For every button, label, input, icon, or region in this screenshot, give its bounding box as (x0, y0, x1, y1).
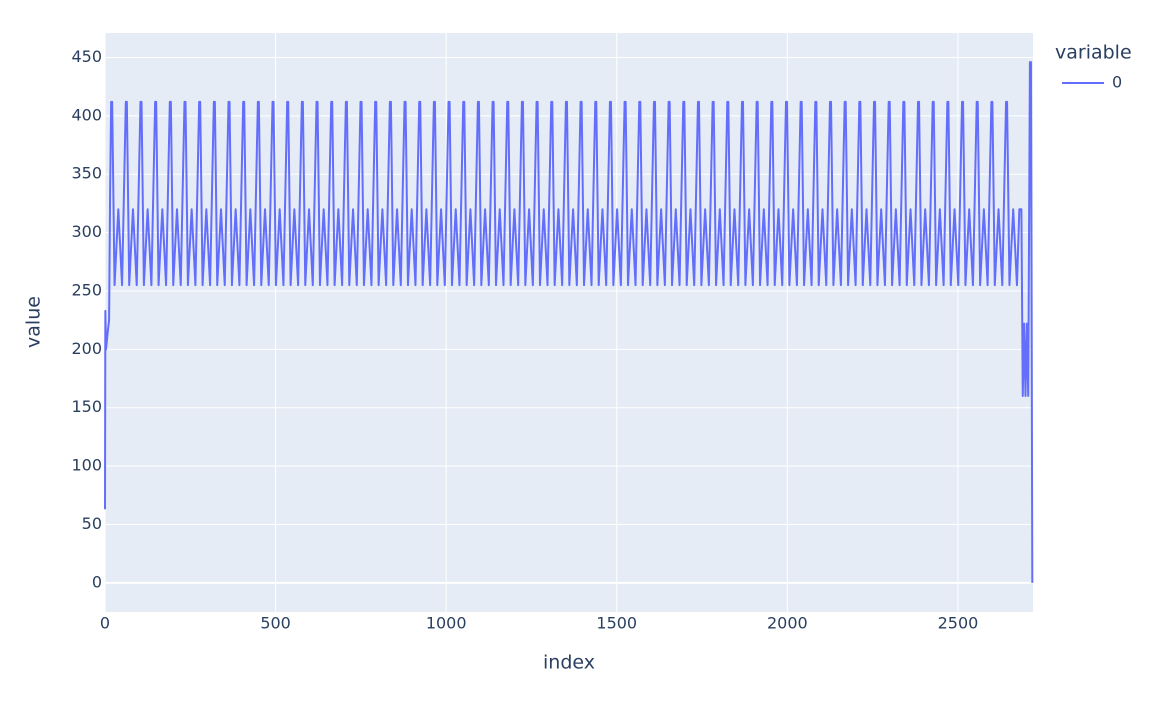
x-tick-label: 1000 (426, 614, 467, 633)
y-tick-label: 350 (71, 164, 102, 183)
x-tick-label: 2500 (938, 614, 979, 633)
y-tick-label: 50 (82, 514, 102, 533)
y-tick-label: 400 (71, 105, 102, 124)
legend-label: 0 (1112, 73, 1122, 92)
legend-title: variable (1055, 42, 1132, 64)
x-tick-label: 1500 (596, 614, 637, 633)
x-axis-title: index (543, 652, 595, 674)
x-tick-label: 0 (100, 614, 110, 633)
y-tick-label: 100 (71, 456, 102, 475)
y-tick-label: 200 (71, 339, 102, 358)
x-tick-label: 500 (260, 614, 291, 633)
y-tick-label: 150 (71, 397, 102, 416)
x-tick-label: 2000 (767, 614, 808, 633)
line-series (104, 61, 1034, 583)
y-tick-label: 0 (92, 572, 102, 591)
marks (104, 61, 1034, 583)
y-tick-label: 300 (71, 222, 102, 241)
y-tick-label: 450 (71, 47, 102, 66)
y-axis-title: value (23, 296, 45, 348)
y-tick-label: 250 (71, 280, 102, 299)
